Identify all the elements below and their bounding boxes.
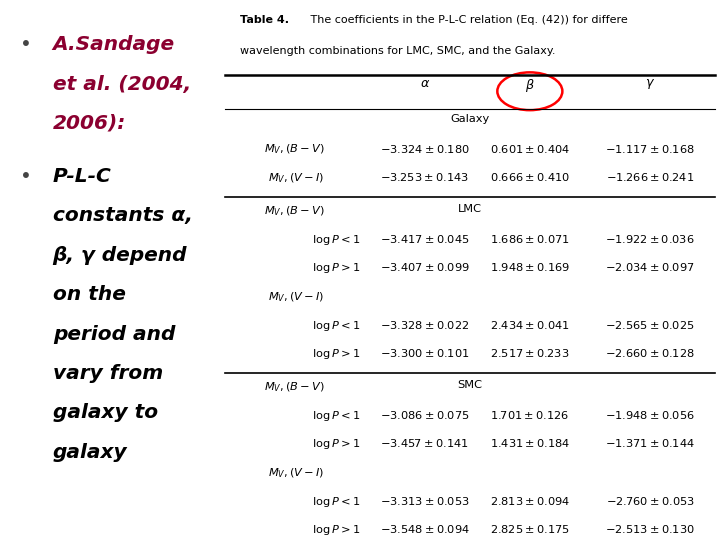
Text: $\log P > 1$: $\log P > 1$	[312, 261, 360, 275]
Text: $-2.034 \pm 0.097$: $-2.034 \pm 0.097$	[605, 261, 695, 273]
Text: 2006):: 2006):	[53, 114, 126, 133]
Text: •: •	[19, 167, 32, 186]
Text: $\log P > 1$: $\log P > 1$	[312, 523, 360, 537]
Text: Table 4.: Table 4.	[240, 15, 289, 25]
Text: $-3.417 \pm 0.045$: $-3.417 \pm 0.045$	[380, 233, 469, 245]
Text: period and: period and	[53, 325, 175, 343]
Text: $-1.117 \pm 0.168$: $-1.117 \pm 0.168$	[605, 143, 695, 154]
Text: $-1.371 \pm 0.144$: $-1.371 \pm 0.144$	[605, 437, 695, 449]
Text: $1.431 \pm 0.184$: $1.431 \pm 0.184$	[490, 437, 570, 449]
Text: LMC: LMC	[458, 204, 482, 214]
Text: $\beta$: $\beta$	[525, 77, 535, 94]
Text: $-2.660 \pm 0.128$: $-2.660 \pm 0.128$	[605, 347, 695, 359]
Text: $M_V, (V - I)$: $M_V, (V - I)$	[269, 290, 325, 303]
Text: •: •	[19, 35, 32, 54]
Text: $-1.948 \pm 0.056$: $-1.948 \pm 0.056$	[605, 409, 695, 421]
Text: $-1.922 \pm 0.036$: $-1.922 \pm 0.036$	[605, 233, 695, 245]
Text: wavelength combinations for LMC, SMC, and the Galaxy.: wavelength combinations for LMC, SMC, an…	[240, 46, 555, 57]
Text: $-1.266 \pm 0.241$: $-1.266 \pm 0.241$	[606, 171, 694, 183]
Text: $2.825 \pm 0.175$: $2.825 \pm 0.175$	[490, 523, 570, 535]
Text: $-3.328 \pm 0.022$: $-3.328 \pm 0.022$	[380, 319, 469, 330]
Text: $-3.253 \pm 0.143$: $-3.253 \pm 0.143$	[380, 171, 469, 183]
Text: $M_V, (V - I)$: $M_V, (V - I)$	[269, 466, 325, 480]
Text: $\alpha$: $\alpha$	[420, 77, 430, 90]
Text: β, γ depend: β, γ depend	[53, 246, 187, 265]
Text: $\log P < 1$: $\log P < 1$	[312, 409, 360, 423]
Text: The coefficients in the P-L-C relation (Eq. (42)) for differe: The coefficients in the P-L-C relation (…	[307, 15, 628, 25]
Text: $\log P > 1$: $\log P > 1$	[312, 437, 360, 451]
Text: $\log P < 1$: $\log P < 1$	[312, 495, 360, 509]
Text: $M_V, (B - V)$: $M_V, (B - V)$	[264, 204, 325, 218]
Text: $2.434 \pm 0.041$: $2.434 \pm 0.041$	[490, 319, 570, 330]
Text: $-2.513 \pm 0.130$: $-2.513 \pm 0.130$	[605, 523, 695, 535]
Text: $\gamma$: $\gamma$	[645, 77, 655, 91]
Text: $0.601 \pm 0.404$: $0.601 \pm 0.404$	[490, 143, 570, 154]
Text: constants α,: constants α,	[53, 206, 192, 225]
Text: SMC: SMC	[457, 380, 482, 390]
Text: Galaxy: Galaxy	[450, 114, 490, 124]
Text: et al. (2004,: et al. (2004,	[53, 75, 191, 93]
Text: $-3.300 \pm 0.101$: $-3.300 \pm 0.101$	[380, 347, 469, 359]
Text: galaxy: galaxy	[53, 443, 127, 462]
Text: $-3.457 \pm 0.141$: $-3.457 \pm 0.141$	[380, 437, 469, 449]
Text: $M_V, (B - V)$: $M_V, (B - V)$	[264, 143, 325, 156]
Text: $-3.313 \pm 0.053$: $-3.313 \pm 0.053$	[380, 495, 469, 507]
Text: $\log P > 1$: $\log P > 1$	[312, 347, 360, 361]
Text: P-L-C: P-L-C	[53, 167, 112, 186]
Text: $-3.086 \pm 0.075$: $-3.086 \pm 0.075$	[380, 409, 469, 421]
Text: on the: on the	[53, 285, 125, 304]
Text: A.Sandage: A.Sandage	[53, 35, 175, 54]
Text: $\log P < 1$: $\log P < 1$	[312, 233, 360, 247]
Text: $-3.407 \pm 0.099$: $-3.407 \pm 0.099$	[380, 261, 469, 273]
Text: $2.517 \pm 0.233$: $2.517 \pm 0.233$	[490, 347, 570, 359]
Text: $-3.548 \pm 0.094$: $-3.548 \pm 0.094$	[380, 523, 469, 535]
Text: $0.666 \pm 0.410$: $0.666 \pm 0.410$	[490, 171, 570, 183]
Text: vary from: vary from	[53, 364, 163, 383]
Text: $2.813 \pm 0.094$: $2.813 \pm 0.094$	[490, 495, 570, 507]
Text: $-3.324 \pm 0.180$: $-3.324 \pm 0.180$	[380, 143, 469, 154]
Text: $M_V, (V - I)$: $M_V, (V - I)$	[269, 171, 325, 185]
Text: galaxy to: galaxy to	[53, 403, 158, 422]
Text: $-2.760 \pm 0.053$: $-2.760 \pm 0.053$	[606, 495, 694, 507]
Text: $-2.565 \pm 0.025$: $-2.565 \pm 0.025$	[605, 319, 695, 330]
Text: $1.701 \pm 0.126$: $1.701 \pm 0.126$	[490, 409, 570, 421]
Text: $1.686 \pm 0.071$: $1.686 \pm 0.071$	[490, 233, 570, 245]
Text: $\log P < 1$: $\log P < 1$	[312, 319, 360, 333]
Text: $M_V, (B - V)$: $M_V, (B - V)$	[264, 380, 325, 394]
Text: $1.948 \pm 0.169$: $1.948 \pm 0.169$	[490, 261, 570, 273]
